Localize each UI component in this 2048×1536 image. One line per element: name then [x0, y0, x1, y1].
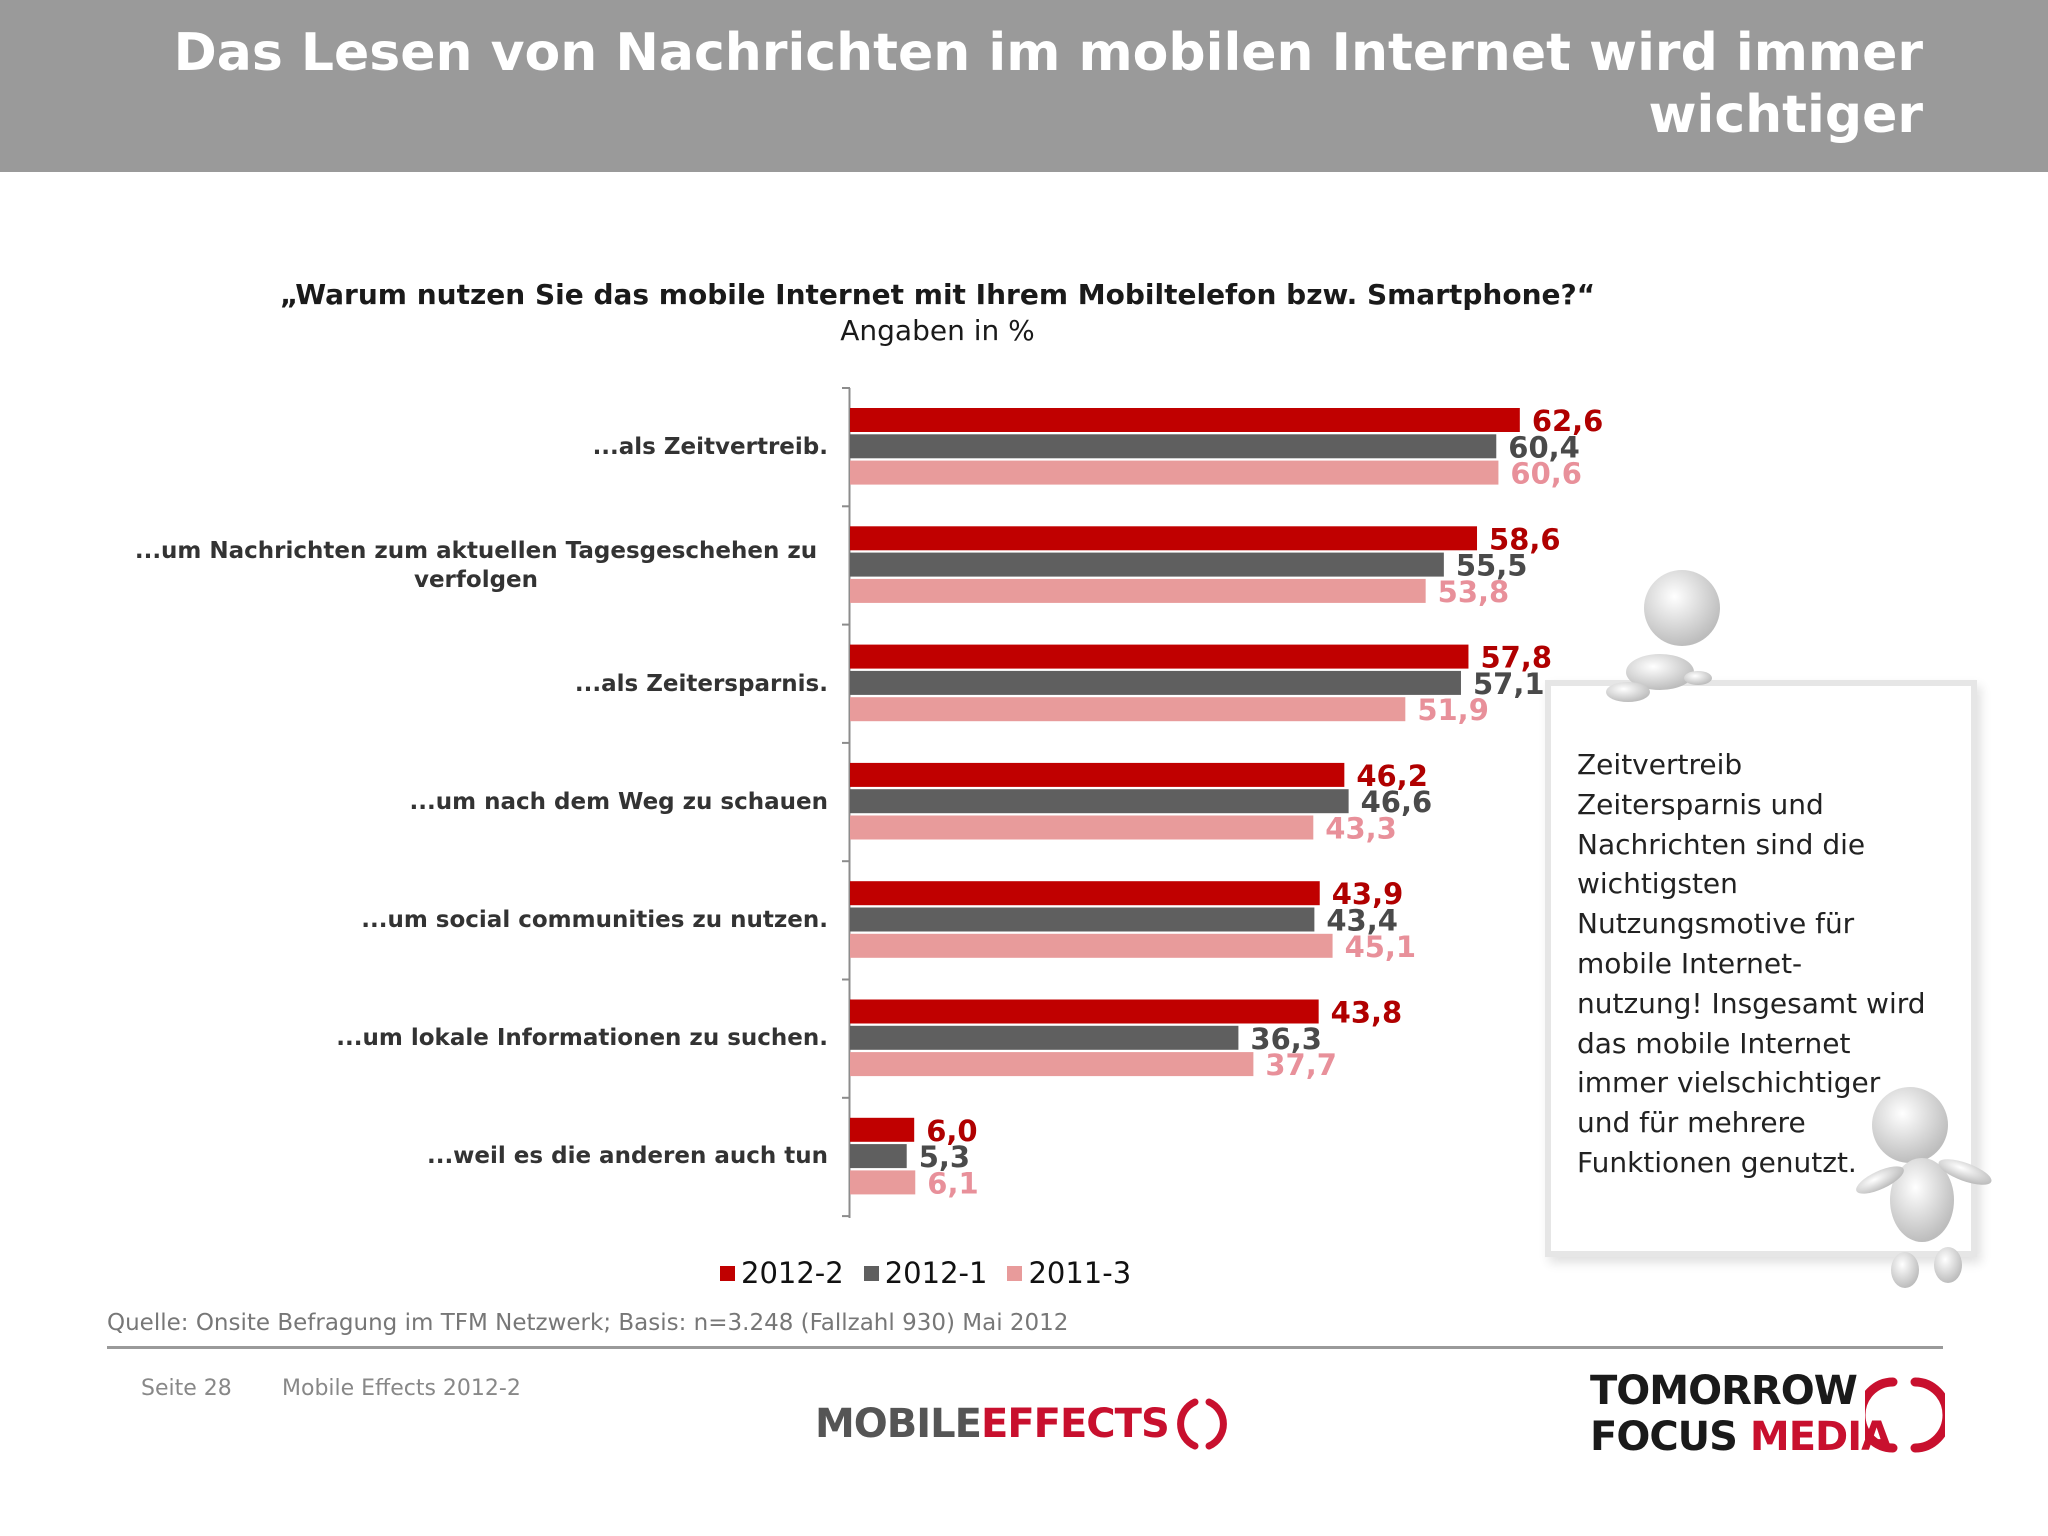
data-label: 55,5 — [1456, 549, 1528, 583]
bar-2012-1 — [850, 552, 1444, 577]
logo-text-tomorrow: TOMORROW — [1590, 1368, 1858, 1414]
bar-2011-3 — [850, 460, 1499, 485]
category-label: ...weil es die anderen auch tun — [426, 1143, 828, 1169]
bar-2012-1 — [850, 907, 1315, 932]
data-label: 51,9 — [1417, 693, 1489, 727]
data-label: 57,8 — [1480, 641, 1552, 675]
bar-2012-2 — [850, 408, 1520, 432]
legend-item: 2012-2 — [720, 1256, 844, 1290]
note-line: und für mehrere — [1577, 1106, 1806, 1140]
mobile-effects-logo: MOBILE EFFECTS — [815, 1394, 1233, 1454]
chart-subtitle: Angaben in % — [840, 314, 1035, 347]
data-label: 46,6 — [1361, 785, 1433, 819]
bar-2011-3 — [850, 815, 1314, 840]
note-line: Nachrichten sind die — [1577, 827, 1866, 861]
legend-swatch — [863, 1265, 879, 1281]
figure-bottom-icon — [1856, 1087, 1992, 1288]
bar-2011-3 — [850, 1170, 916, 1195]
note-line: Zeitvertreib — [1577, 748, 1743, 781]
chart-title: „Warum nutzen Sie das mobile Internet mi… — [279, 278, 1596, 311]
data-label: 6,0 — [926, 1114, 977, 1148]
bar-2011-3 — [850, 933, 1333, 958]
category-label: ...um Nachrichten zum aktuellen Tagesges… — [134, 538, 818, 593]
note-line: mobile Internet- — [1577, 946, 1803, 980]
data-label: 43,3 — [1325, 812, 1397, 846]
figure-top-icon — [1606, 570, 1720, 702]
data-label: 6,1 — [927, 1166, 978, 1200]
bar-2012-1 — [850, 1025, 1239, 1050]
data-label: 57,1 — [1473, 667, 1545, 701]
legend-swatch — [1007, 1265, 1023, 1281]
data-label: 43,9 — [1332, 877, 1404, 911]
category-label: ...als Zeitersparnis. — [574, 671, 828, 697]
data-label: 43,4 — [1326, 904, 1398, 938]
bar-2012-1 — [850, 789, 1349, 814]
data-label: 53,8 — [1438, 575, 1510, 609]
data-label: 62,6 — [1532, 404, 1604, 438]
source-note: Quelle: Onsite Befragung im TFM Netzwerk… — [107, 1310, 1069, 1336]
data-label: 45,1 — [1345, 930, 1417, 964]
logo-text-mobile: MOBILE — [815, 1401, 982, 1447]
data-label: 60,6 — [1510, 457, 1582, 491]
note-line: das mobile Internet — [1577, 1026, 1851, 1060]
chart-legend: 2012-2 2012-1 2011-3 — [720, 1255, 1131, 1291]
bar-2012-2 — [850, 762, 1345, 787]
bar-2012-2 — [850, 644, 1469, 669]
legend-label: 2011-3 — [1028, 1256, 1132, 1290]
legend-swatch — [720, 1265, 735, 1281]
logo-text-focus: FOCUS — [1590, 1414, 1738, 1460]
note-line: wichtigsten — [1577, 867, 1738, 901]
bar-2011-3 — [850, 1052, 1254, 1077]
data-label: 58,6 — [1489, 522, 1561, 556]
note-line: immer vielschichtiger — [1577, 1066, 1881, 1100]
bar-2012-2 — [850, 1117, 915, 1142]
legend-label: 2012-2 — [741, 1256, 844, 1290]
logo-ring-icon — [1176, 1398, 1227, 1450]
bar-2012-2 — [850, 999, 1319, 1024]
category-label: ...als Zeitvertreib. — [592, 434, 828, 460]
bar-2012-2 — [850, 881, 1320, 906]
footer-divider — [107, 1346, 1943, 1349]
bar-2011-3 — [850, 697, 1406, 722]
data-label: 43,8 — [1331, 996, 1403, 1030]
category-label: ...um nach dem Weg zu schauen — [409, 789, 828, 815]
page-title: Das Lesen von Nachrichten im mobilen Int… — [173, 23, 1923, 145]
note-line: Zeitersparnis und — [1577, 787, 1824, 821]
note-line: nutzung! Insgesamt wird — [1577, 986, 1926, 1020]
page-number: Seite 28 — [141, 1376, 232, 1401]
note-line: Nutzungsmotive für — [1577, 907, 1855, 941]
title-bar: Das Lesen von Nachrichten im mobilen Int… — [0, 0, 2048, 172]
bar-2012-2 — [850, 526, 1478, 551]
data-label: 37,7 — [1265, 1048, 1337, 1082]
legend-item: 2011-3 — [1007, 1256, 1131, 1290]
bar-2012-1 — [850, 670, 1461, 695]
data-label: 36,3 — [1250, 1022, 1322, 1056]
note-text: Zeitvertreib Zeitersparnis und Nachricht… — [1577, 745, 1957, 1183]
document-name: Mobile Effects 2012-2 — [282, 1376, 521, 1401]
note-line: Funktionen genutzt. — [1577, 1145, 1857, 1179]
data-label: 60,4 — [1508, 430, 1580, 464]
logo-text-effects: EFFECTS — [981, 1401, 1170, 1447]
category-label: ...um social communities zu nutzen. — [361, 907, 828, 933]
legend-label: 2012-1 — [884, 1256, 988, 1290]
legend-item: 2012-1 — [863, 1256, 988, 1290]
data-label: 46,2 — [1356, 759, 1428, 793]
bar-2012-1 — [850, 434, 1497, 459]
data-label: 5,3 — [919, 1140, 970, 1174]
bar-2012-1 — [850, 1144, 907, 1169]
tfm-ring-icon — [1865, 1377, 1945, 1453]
category-label: ...um lokale Informationen zu suchen. — [336, 1025, 828, 1051]
bar-2011-3 — [850, 578, 1426, 603]
